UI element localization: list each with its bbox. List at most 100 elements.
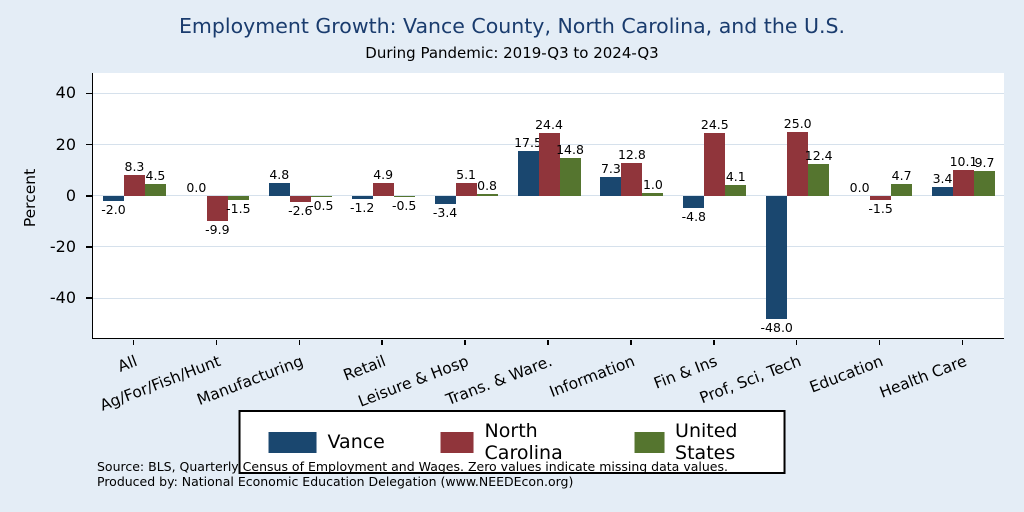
bar-vance — [351, 195, 373, 199]
legend-label: North Carolina — [484, 420, 563, 464]
value-label: -0.5 — [391, 198, 417, 214]
x-tick-mark — [795, 340, 798, 345]
legend-label: United States — [675, 420, 738, 464]
bar-north-carolina — [206, 195, 228, 222]
x-tick-label: All — [115, 352, 140, 376]
bar-vance — [517, 151, 539, 196]
bar-north-carolina — [289, 195, 311, 203]
bar-north-carolina — [372, 183, 394, 196]
bar-united-states — [642, 193, 664, 196]
y-tick-label: 20 — [55, 134, 76, 154]
x-tick-label: Education — [807, 352, 887, 397]
value-label: -0.5 — [309, 198, 334, 214]
x-tick-mark — [630, 340, 632, 345]
bar-north-carolina — [538, 133, 560, 196]
value-label: 8.3 — [124, 158, 145, 174]
value-label: -2.0 — [101, 201, 126, 217]
bar-vance — [268, 183, 290, 196]
bar-north-carolina — [455, 182, 477, 196]
bar-north-carolina — [953, 169, 975, 196]
value-label: 12.8 — [617, 147, 646, 163]
gridline--20 — [93, 246, 1004, 248]
bar-vance — [932, 187, 954, 196]
value-label: 0.8 — [477, 177, 498, 193]
x-tick-mark — [381, 340, 383, 345]
y-tick-mark — [86, 195, 92, 197]
legend-swatch — [440, 431, 474, 453]
bar-vance — [766, 195, 788, 319]
bar-vance — [683, 195, 705, 209]
y-tick-mark — [86, 143, 92, 146]
y-tick-mark — [86, 297, 92, 299]
bar-vance — [434, 195, 456, 205]
bar-united-states — [310, 195, 332, 198]
value-label: 24.5 — [700, 117, 729, 133]
bar-united-states — [808, 164, 830, 196]
x-tick-mark — [464, 340, 466, 345]
value-label: 4.7 — [891, 167, 912, 183]
value-label: 9.7 — [974, 154, 995, 170]
bar-vance — [102, 195, 124, 201]
value-label: 3.4 — [932, 171, 953, 187]
legend-swatch — [268, 431, 317, 453]
value-label: 25.0 — [783, 115, 812, 131]
produced-by-note: Produced by: National Economic Education… — [97, 474, 574, 489]
legend: Vance North Carolina United States — [238, 410, 786, 474]
y-tick-label: 0 — [65, 185, 76, 205]
x-tick-mark — [215, 340, 218, 345]
x-tick-mark — [298, 340, 301, 345]
value-label: 0.0 — [849, 179, 870, 195]
bar-united-states — [144, 184, 166, 196]
value-label: 1.0 — [642, 177, 663, 193]
value-label: 0.0 — [186, 179, 207, 195]
bar-north-carolina — [704, 133, 726, 196]
chart-subtitle: During Pandemic: 2019-Q3 to 2024-Q3 — [365, 44, 659, 62]
value-label: 14.8 — [556, 141, 584, 157]
gridline-0 — [93, 195, 1004, 197]
bar-united-states — [725, 185, 747, 196]
bar-united-states — [476, 193, 498, 196]
x-tick-label: Information — [547, 352, 638, 401]
bar-united-states — [393, 195, 415, 198]
plot-area: -2.0 8.3 4.5 0.0 -9.9 -1.5 4.8 -2.6 -0.5 -1.2 4.9-… — [92, 73, 1004, 339]
x-tick-mark — [132, 340, 135, 345]
value-label: 7.3 — [600, 161, 621, 177]
y-tick-label: -40 — [49, 288, 76, 308]
x-tick-mark — [713, 340, 715, 345]
value-label: -3.4 — [432, 205, 458, 221]
chart-title: Employment Growth: Vance County, North C… — [178, 14, 845, 38]
bar-north-carolina — [870, 195, 892, 200]
value-label: 4.8 — [269, 167, 290, 183]
y-tick-mark — [86, 246, 92, 248]
value-label: 17.5 — [514, 135, 542, 150]
y-tick-label: 40 — [55, 83, 76, 103]
gridline--40 — [93, 297, 1004, 299]
x-tick-label: Retail — [341, 352, 389, 385]
legend-entry-vance: Vance — [268, 431, 385, 453]
x-tick-mark — [878, 340, 881, 345]
bar-vance — [600, 177, 622, 196]
value-label: -1.2 — [349, 199, 375, 215]
x-tick-label: Health Care — [876, 352, 969, 402]
value-label: -1.5 — [226, 200, 251, 216]
bar-north-carolina — [621, 163, 643, 196]
legend-entry-north-carolina: North Carolina — [440, 420, 578, 464]
bar-united-states — [891, 183, 913, 196]
value-label: -1.5 — [868, 200, 893, 216]
legend-swatch — [634, 431, 665, 453]
bar-north-carolina — [787, 131, 809, 196]
y-tick-label: -20 — [49, 236, 76, 256]
value-label: -9.9 — [205, 222, 230, 238]
legend-entry-united-states: United States — [634, 420, 755, 464]
x-axis-labels: All Ag/For/Fish/Hunt Manufacturing Retail Le… — [92, 340, 1004, 415]
source-note: Source: BLS, Quarterly Census of Employm… — [97, 459, 728, 474]
y-tick-mark — [86, 92, 92, 95]
value-label: -4.8 — [681, 209, 706, 225]
value-label: -48.0 — [760, 319, 793, 335]
value-label: 10.1 — [949, 153, 978, 169]
value-label: 12.4 — [804, 148, 833, 164]
value-label: 4.5 — [145, 168, 166, 184]
bar-united-states — [559, 157, 581, 196]
bar-united-states — [227, 195, 249, 200]
